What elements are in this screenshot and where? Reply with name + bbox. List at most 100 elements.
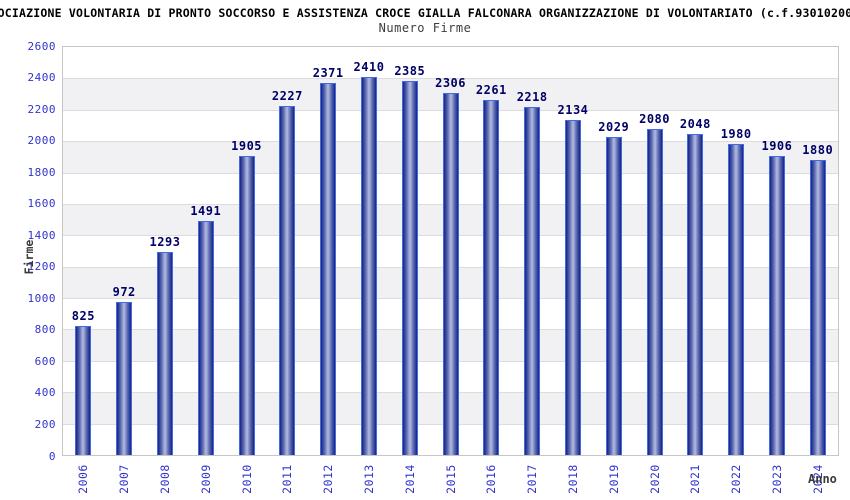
bar-value-label: 1880: [802, 143, 834, 157]
y-tick-label: 2200: [27, 102, 56, 116]
bar-value-label: 2410: [353, 59, 385, 74]
x-tick-label: 2019: [606, 464, 621, 494]
chart-title-row: SOCIAZIONE VOLONTARIA DI PRONTO SOCCORSO…: [0, 6, 850, 22]
x-tick-label: 2018: [565, 464, 580, 494]
bar-slot: 825 2006: [63, 47, 104, 494]
bar-value-label: 2261: [475, 83, 507, 98]
y-tick-label: 2600: [27, 39, 56, 53]
y-tick-label: 600: [34, 354, 56, 368]
bar-value-label: 2227: [271, 88, 303, 103]
y-tick-label: 1600: [27, 197, 56, 211]
y-tick-label: 400: [34, 386, 56, 400]
chart-title: SOCIAZIONE VOLONTARIA DI PRONTO SOCCORSO…: [0, 6, 850, 20]
y-tick-label: 2400: [27, 71, 56, 85]
bar-slot: 2218 2017: [512, 47, 553, 494]
bar-value-label: 1905: [231, 139, 263, 154]
bar-slot: 1293 2008: [145, 47, 186, 494]
bar-slot: 2371 2012: [308, 47, 349, 494]
bars-layer: 825 2006 972 2007 1293 2008 1491 2009 1905 2010 22…: [63, 47, 838, 494]
bar: [605, 136, 622, 455]
bar: [728, 144, 745, 455]
bar: [75, 325, 92, 455]
x-tick-label: 2016: [484, 464, 499, 494]
x-tick-label: 2010: [239, 464, 254, 494]
bar: [442, 93, 459, 455]
x-tick-label: 2013: [361, 464, 376, 494]
bar-slot: 1905 2010: [226, 47, 267, 494]
x-tick-label: 2014: [402, 464, 417, 494]
bar-value-label: 972: [112, 285, 136, 300]
y-tick-label: 1000: [27, 291, 56, 305]
bar: [197, 221, 214, 455]
bar-value-label: 2385: [394, 63, 426, 78]
x-tick-label: 2011: [280, 464, 295, 494]
x-tick-label: 2022: [729, 464, 744, 494]
bar-slot: 2306 2015: [430, 47, 471, 494]
x-tick-label: 2021: [688, 464, 703, 494]
bar-slot: 2227 2011: [267, 47, 308, 494]
y-tick-label: 1200: [27, 260, 56, 274]
x-tick-label: 2017: [525, 464, 540, 494]
x-tick-label: 2012: [321, 464, 336, 494]
x-axis-title: Anno: [808, 472, 837, 486]
bar: [279, 105, 296, 455]
chart-subtitle: Numero Firme: [378, 21, 472, 35]
x-tick-label: 2023: [769, 464, 784, 494]
bar: [809, 160, 826, 455]
bar-slot: 2385 2014: [389, 47, 430, 494]
bar: [360, 76, 377, 455]
y-tick-label: 1400: [27, 228, 56, 242]
bar-slot: 2261 2016: [471, 47, 512, 494]
x-tick-label: 2009: [198, 464, 213, 494]
bar: [116, 302, 133, 455]
bar: [238, 156, 255, 455]
y-tick-label: 2000: [27, 134, 56, 148]
bar: [483, 100, 500, 455]
bar-slot: 2134 2018: [553, 47, 594, 494]
bar-value-label: 1906: [761, 138, 793, 153]
y-tick-label: 1800: [27, 165, 56, 179]
x-tick-label: 2020: [647, 464, 662, 494]
bar-value-label: 2080: [639, 111, 670, 126]
bar-slot: 2048 2021: [675, 47, 716, 494]
x-tick-label: 2015: [443, 464, 458, 494]
bar-value-label: 2134: [557, 103, 589, 118]
bar-value-label: 2048: [679, 116, 711, 131]
x-tick-label: 2006: [76, 464, 91, 494]
bar: [687, 133, 704, 455]
bar-value-label: 825: [71, 308, 95, 323]
y-tick-label: 0: [48, 449, 56, 463]
bar: [156, 252, 173, 455]
bar-value-label: 2029: [598, 119, 630, 134]
bar-value-label: 2218: [516, 89, 548, 104]
bar-value-label: 2306: [435, 76, 467, 91]
bar-slot: 2410 2013: [349, 47, 390, 494]
bar: [524, 106, 541, 455]
bar: [564, 120, 581, 455]
bar-value-label: 1293: [149, 235, 181, 250]
bar-slot: 2029 2019: [593, 47, 634, 494]
bar-slot: 972 2007: [104, 47, 145, 493]
bar: [401, 80, 418, 455]
grid-band: [63, 47, 838, 79]
bar-value-label: 1980: [720, 127, 752, 142]
y-tick-label: 200: [34, 417, 56, 431]
bar-slot: 1980 2022: [716, 47, 757, 494]
bar-slot: 1880 2024: [797, 47, 838, 494]
bar: [320, 82, 337, 455]
x-tick-label: 2008: [157, 464, 172, 494]
plot-area: 825 2006 972 2007 1293 2008 1491 2009 1905 2010 22…: [62, 46, 839, 494]
bar-slot: 2080 2020: [634, 47, 675, 494]
bar-value-label: 1491: [190, 204, 222, 219]
bar: [768, 155, 785, 455]
x-tick-label: 2007: [117, 464, 132, 494]
bar-slot: 1906 2023: [757, 47, 798, 494]
y-tick-label: 800: [34, 323, 56, 337]
y-axis-title: Firme: [22, 239, 36, 275]
gridline: [63, 78, 838, 80]
y-axis-ticks: 0 200 400 600 800 1000 1200 1400 1600 1800 2000 220…: [0, 40, 56, 463]
bar-slot: 1491 2009: [185, 47, 226, 494]
bar-value-label: 2371: [312, 65, 344, 80]
bar: [646, 128, 663, 455]
